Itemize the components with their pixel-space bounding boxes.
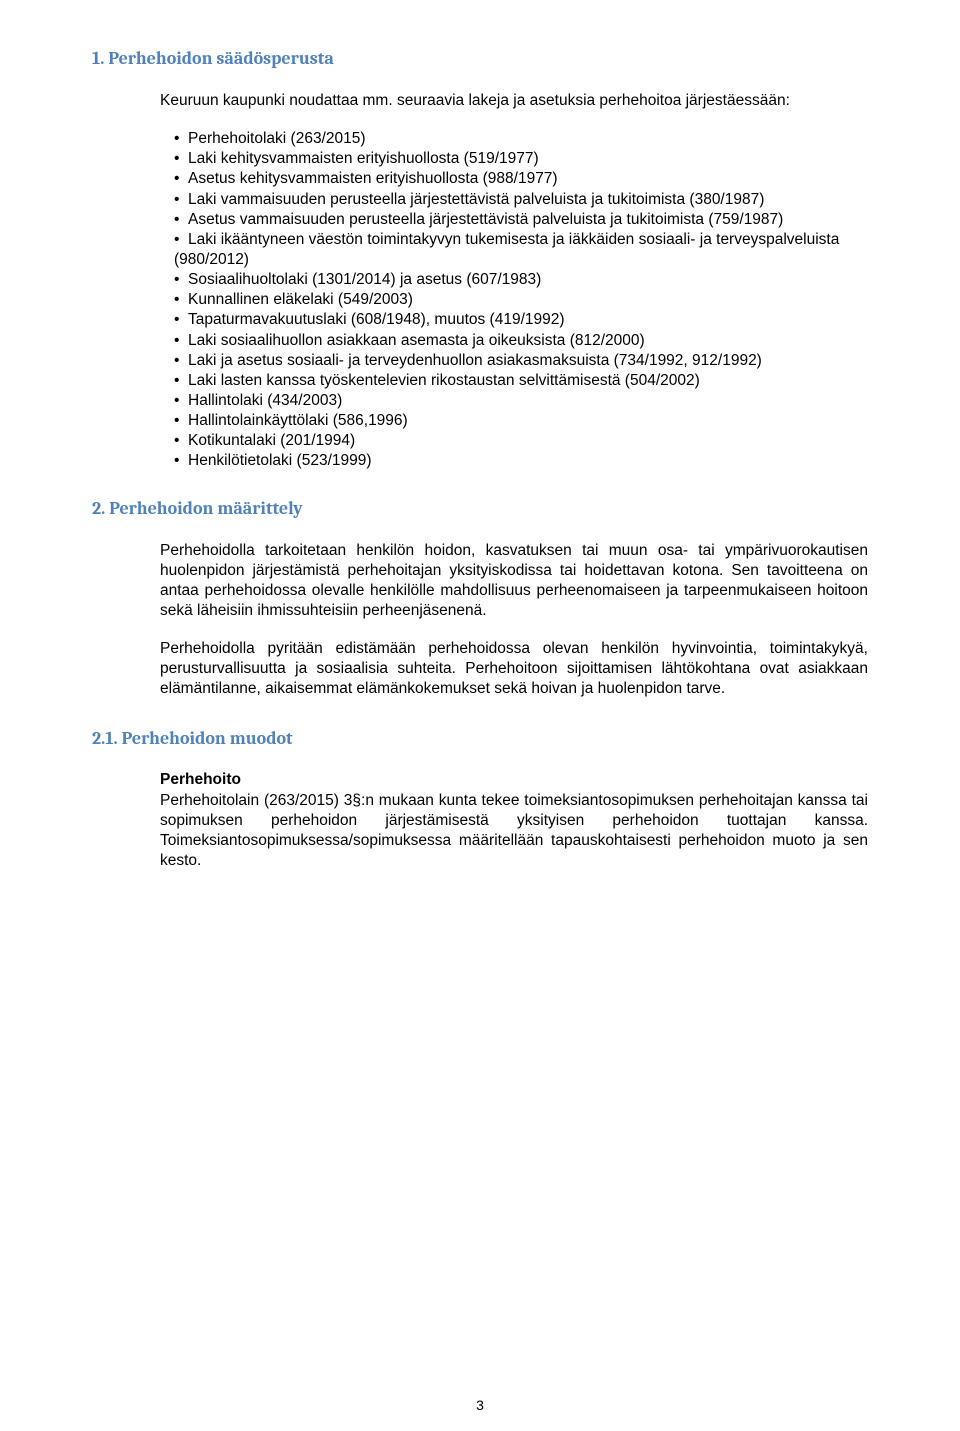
bullet-icon: • bbox=[174, 149, 188, 169]
list-item: • Tapaturmavakuutuslaki (608/1948), muut… bbox=[160, 310, 868, 330]
list-item: • Hallintolainkäyttölaki (586,1996) bbox=[160, 411, 868, 431]
list-item: • Henkilötietolaki (523/1999) bbox=[160, 451, 868, 471]
bullet-icon: • bbox=[174, 169, 188, 189]
list-item: • Kotikuntalaki (201/1994) bbox=[160, 431, 868, 451]
list-item-text: Hallintolainkäyttölaki (586,1996) bbox=[188, 412, 408, 429]
section-2-para-2: Perhehoidolla pyritään edistämään perheh… bbox=[160, 639, 868, 699]
list-item-text: Laki lasten kanssa työskentelevien rikos… bbox=[188, 372, 700, 389]
bullet-icon: • bbox=[174, 290, 188, 310]
section-1-bullet-list: • Perhehoitolaki (263/2015)• Laki kehity… bbox=[160, 129, 868, 471]
list-item: • Asetus vammaisuuden perusteella järjes… bbox=[160, 210, 868, 230]
list-item: • Kunnallinen eläkelaki (549/2003) bbox=[160, 290, 868, 310]
list-item-text: Asetus kehitysvammaisten erityishuollost… bbox=[188, 170, 558, 187]
section-1-body: Keuruun kaupunki noudattaa mm. seuraavia… bbox=[160, 91, 868, 472]
list-item: • Laki ja asetus sosiaali- ja terveydenh… bbox=[160, 351, 868, 371]
bullet-icon: • bbox=[174, 129, 188, 149]
list-item-text: Perhehoitolaki (263/2015) bbox=[188, 130, 366, 147]
bullet-icon: • bbox=[174, 331, 188, 351]
list-item-text: Laki vammaisuuden perusteella järjestett… bbox=[188, 191, 764, 208]
bullet-icon: • bbox=[174, 210, 188, 230]
list-item-text: Kotikuntalaki (201/1994) bbox=[188, 432, 355, 449]
bullet-icon: • bbox=[174, 270, 188, 290]
list-item-text: Tapaturmavakuutuslaki (608/1948), muutos… bbox=[188, 311, 565, 328]
list-item-text: Laki ikääntyneen väestön toimintakyvyn t… bbox=[174, 231, 839, 268]
bullet-icon: • bbox=[174, 190, 188, 210]
section-21-subheading: Perhehoito bbox=[160, 771, 868, 789]
section-2-heading: 2. Perhehoidon määrittely bbox=[92, 498, 868, 519]
section-2-body: Perhehoidolla tarkoitetaan henkilön hoid… bbox=[160, 541, 868, 700]
list-item: • Sosiaalihuoltolaki (1301/2014) ja aset… bbox=[160, 270, 868, 290]
bullet-icon: • bbox=[174, 351, 188, 371]
list-item-text: Laki ja asetus sosiaali- ja terveydenhuo… bbox=[188, 352, 762, 369]
section-21-body: Perhehoito Perhehoitolain (263/2015) 3§:… bbox=[160, 771, 868, 872]
list-item: • Laki ikääntyneen väestön toimintakyvyn… bbox=[160, 230, 868, 270]
list-item: • Laki sosiaalihuollon asiakkaan asemast… bbox=[160, 331, 868, 351]
page-number: 3 bbox=[476, 1397, 484, 1413]
list-item-text: Henkilötietolaki (523/1999) bbox=[188, 452, 372, 469]
bullet-icon: • bbox=[174, 431, 188, 451]
section-1-intro: Keuruun kaupunki noudattaa mm. seuraavia… bbox=[160, 91, 868, 111]
bullet-icon: • bbox=[174, 391, 188, 411]
bullet-icon: • bbox=[174, 411, 188, 431]
list-item-text: Sosiaalihuoltolaki (1301/2014) ja asetus… bbox=[188, 271, 541, 288]
list-item: • Laki lasten kanssa työskentelevien rik… bbox=[160, 371, 868, 391]
list-item: • Asetus kehitysvammaisten erityishuollo… bbox=[160, 169, 868, 189]
bullet-icon: • bbox=[174, 230, 188, 250]
section-21-heading: 2.1. Perhehoidon muodot bbox=[92, 728, 868, 749]
section-2-para-1: Perhehoidolla tarkoitetaan henkilön hoid… bbox=[160, 541, 868, 622]
bullet-icon: • bbox=[174, 451, 188, 471]
section-1-heading: 1. Perhehoidon säädösperusta bbox=[92, 48, 868, 69]
section-21-para: Perhehoitolain (263/2015) 3§:n mukaan ku… bbox=[160, 791, 868, 872]
bullet-icon: • bbox=[174, 310, 188, 330]
list-item: • Perhehoitolaki (263/2015) bbox=[160, 129, 868, 149]
list-item: • Hallintolaki (434/2003) bbox=[160, 391, 868, 411]
list-item-text: Hallintolaki (434/2003) bbox=[188, 392, 342, 409]
list-item-text: Laki kehitysvammaisten erityishuollosta … bbox=[188, 150, 539, 167]
list-item-text: Asetus vammaisuuden perusteella järjeste… bbox=[188, 211, 783, 228]
list-item: • Laki kehitysvammaisten erityishuollost… bbox=[160, 149, 868, 169]
list-item: • Laki vammaisuuden perusteella järjeste… bbox=[160, 190, 868, 210]
list-item-text: Kunnallinen eläkelaki (549/2003) bbox=[188, 291, 413, 308]
bullet-icon: • bbox=[174, 371, 188, 391]
list-item-text: Laki sosiaalihuollon asiakkaan asemasta … bbox=[188, 332, 645, 349]
